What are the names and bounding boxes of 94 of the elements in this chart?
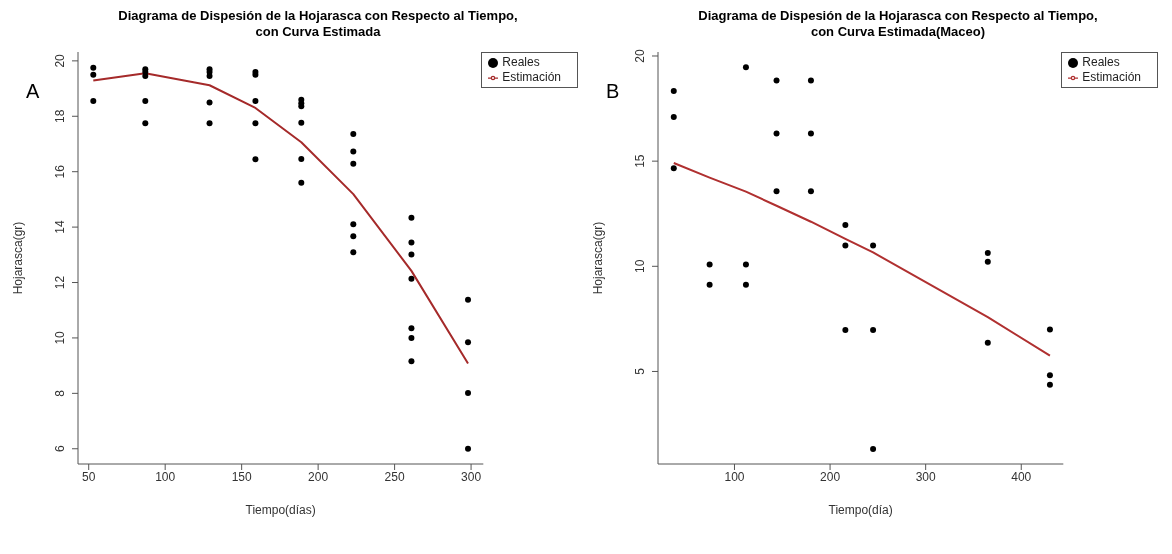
point [742,261,749,268]
point [350,148,357,155]
y-tick-label: 8 [53,389,67,397]
point [773,77,780,84]
line-series [92,72,470,365]
line-series [672,162,1051,357]
point [1046,381,1053,388]
point [807,77,814,84]
point [807,188,814,195]
point [408,214,415,221]
y-tick-label: 10 [633,259,647,273]
point [984,258,991,265]
point [408,275,415,282]
y-axis-title: Hojarasca(gr) [11,221,26,295]
point [465,339,472,346]
point [408,358,415,365]
y-tick-label: 12 [53,275,67,290]
point [465,445,472,452]
point [298,119,305,126]
text: A [26,80,40,103]
point [984,250,991,257]
legend-label: Reales [1082,55,1120,69]
point [742,281,749,288]
x-tick-label: 50 [82,469,96,484]
point [870,446,877,453]
point [870,327,877,334]
point [298,155,305,162]
chart-title: Diagrama de Dispesión de la Hojarasca con Respecto al Tiempo, con Curva Estimada(Maceo) [697,8,1099,40]
point [206,73,213,80]
point [350,131,357,138]
x-tick-label: 200 [308,469,329,484]
x-tick-label: 100 [155,469,176,484]
x-axis-title: Tiempo(días) [245,503,316,517]
point [252,98,259,105]
text: B [606,80,620,103]
x-tick-label: 300 [915,469,936,484]
x-tick-label: 150 [231,469,252,484]
point [298,179,305,186]
y-tick-label: 5 [633,367,647,375]
point [350,160,357,167]
point [706,261,713,268]
point [408,251,415,258]
chart-title: Diagrama de Dispesión de la Hojarasca con Respecto al Tiempo, con Curva Estimada [117,8,519,40]
point [984,339,991,346]
point [773,188,780,195]
point [870,242,877,249]
point [206,120,213,127]
point [206,99,213,106]
point [142,120,149,127]
point [350,221,357,228]
point [252,156,259,163]
legend-label: Estimación [502,70,561,84]
point [465,390,472,397]
y-tick-label: 20 [633,49,647,63]
x-tick-label: 200 [820,469,841,484]
point [670,113,677,120]
point [742,64,749,71]
point [465,296,472,303]
point [408,334,415,341]
point [842,327,849,334]
point [90,71,97,78]
y-tick-label: 6 [53,445,67,453]
y-axis-title: Hojarasca(gr) [591,221,606,295]
point [1046,372,1053,379]
y-tick-label: 15 [633,154,647,168]
point [670,165,677,172]
point [350,233,357,240]
x-tick-label: 400 [1011,469,1032,484]
point [842,222,849,229]
point [706,281,713,288]
point [1046,326,1053,333]
point [773,130,780,137]
y-tick-label: 10 [53,330,67,345]
x-tick-label: 300 [461,469,482,484]
point [142,98,149,105]
x-axis-title: Tiempo(día) [828,503,893,517]
point [408,239,415,246]
point [90,98,97,105]
point [807,130,814,137]
point [252,120,259,127]
y-tick-label: 18 [53,109,67,123]
point [670,88,677,95]
x-tick-label: 250 [384,469,405,484]
y-tick-label: 14 [53,220,67,234]
x-tick-label: 100 [724,469,745,484]
point [842,242,849,249]
y-tick-label: 20 [53,53,67,68]
point [408,325,415,332]
point [142,73,149,80]
legend-label: Estimación [1082,70,1141,84]
point [90,64,97,71]
point [350,249,357,256]
y-tick-label: 16 [53,164,67,179]
legend-label: Reales [502,55,540,69]
